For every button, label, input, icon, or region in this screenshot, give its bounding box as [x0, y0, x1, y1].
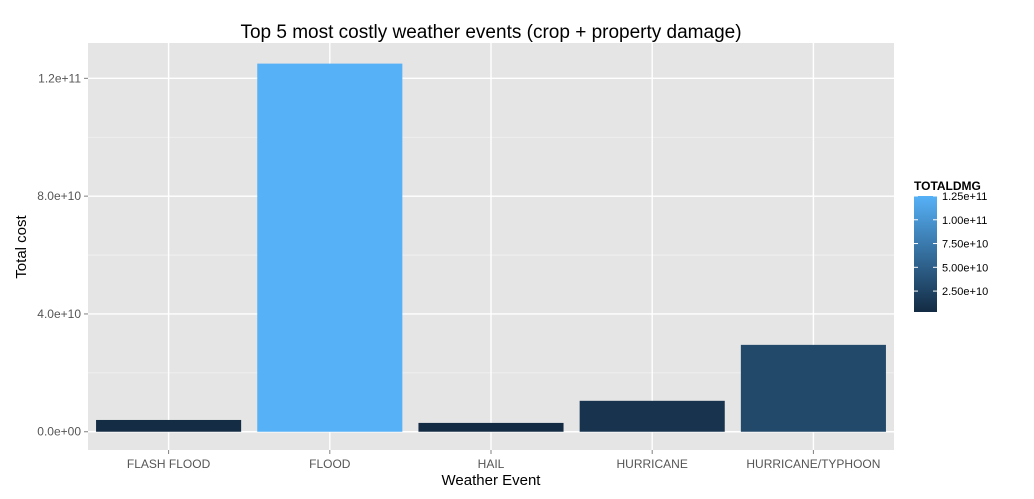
- bar: [740, 344, 886, 432]
- x-tick-label: HAIL: [478, 457, 505, 471]
- legend-label: 7.50e+10: [942, 239, 988, 251]
- color-legend: TOTALDMG 2.50e+10 5.00e+10 7.50e+10 1.00e+1…: [914, 179, 988, 312]
- legend-label: 2.50e+10: [942, 286, 988, 298]
- y-axis-ticks: 0.0e+00 4.0e+10 8.0e+10 1.2e+11: [37, 71, 88, 439]
- legend-colorbar: [914, 196, 937, 312]
- x-tick-label: FLASH FLOOD: [127, 457, 211, 471]
- x-axis-title: Weather Event: [442, 472, 542, 489]
- bars: [96, 63, 886, 432]
- legend-label: 1.00e+11: [942, 215, 987, 227]
- y-tick-label: 8.0e+10: [37, 189, 81, 203]
- bar: [96, 419, 242, 432]
- x-tick-label: HURRICANE/TYPHOON: [746, 457, 880, 471]
- bar: [257, 63, 403, 432]
- legend-title: TOTALDMG: [914, 179, 981, 193]
- x-axis-ticks: FLASH FLOOD FLOOD HAIL HURRICANE HURRICANE/T…: [127, 450, 880, 471]
- y-axis-title: Total cost: [13, 214, 30, 278]
- x-tick-label: FLOOD: [309, 457, 351, 471]
- x-tick-label: HURRICANE: [617, 457, 688, 471]
- legend-label: 5.00e+10: [942, 262, 988, 274]
- bar: [418, 422, 564, 432]
- y-tick-label: 4.0e+10: [37, 307, 81, 321]
- y-tick-label: 1.2e+11: [38, 71, 81, 85]
- y-tick-label: 0.0e+00: [37, 425, 81, 439]
- chart-title: Top 5 most costly weather events (crop +…: [240, 22, 741, 43]
- bar: [579, 400, 725, 432]
- legend-label: 1.25e+11: [942, 191, 987, 203]
